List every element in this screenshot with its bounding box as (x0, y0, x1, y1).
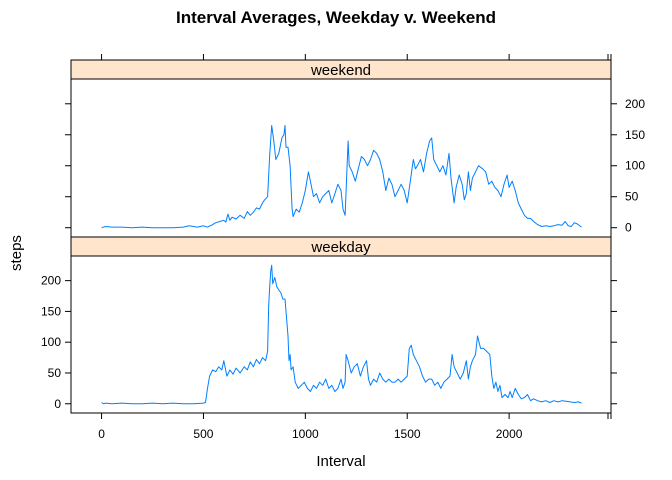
panel-weekday: weekday 0 50 100 150 200 (41, 236, 617, 414)
y-tick-label: 150 (625, 128, 645, 142)
y-tick-label: 200 (625, 97, 645, 111)
panel-frame (70, 255, 612, 414)
strip-label: weekend (310, 62, 371, 79)
chart-title: Interval Averages, Weekday v. Weekend (176, 8, 496, 27)
x-tick-label: 1500 (394, 427, 421, 441)
y-tick-label: 100 (625, 159, 645, 173)
x-axis: 0 500 1000 1500 2000 (98, 54, 612, 441)
panel-weekend: weekend 0 50 100 150 200 (65, 59, 645, 238)
y-tick-label: 200 (41, 274, 61, 288)
x-tick-label: 2000 (496, 427, 523, 441)
x-tick-label: 1000 (292, 427, 319, 441)
panel-frame (70, 78, 612, 238)
y-tick-label: 150 (41, 304, 61, 318)
y-tick-label: 0 (625, 221, 632, 235)
x-axis-label: Interval (316, 453, 365, 470)
x-tick-label: 0 (98, 427, 105, 441)
series-line-weekend (101, 125, 582, 229)
y-tick-label: 50 (625, 190, 639, 204)
y-tick-label: 50 (48, 366, 62, 380)
y-tick-label: 0 (54, 397, 61, 411)
x-tick-label: 500 (193, 427, 213, 441)
y-axis-label: steps (8, 235, 25, 271)
y-tick-label: 100 (41, 335, 61, 349)
strip-label: weekday (310, 239, 371, 256)
series-line-weekday (101, 264, 582, 405)
